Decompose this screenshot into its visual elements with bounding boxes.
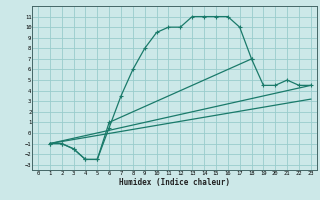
- X-axis label: Humidex (Indice chaleur): Humidex (Indice chaleur): [119, 178, 230, 187]
